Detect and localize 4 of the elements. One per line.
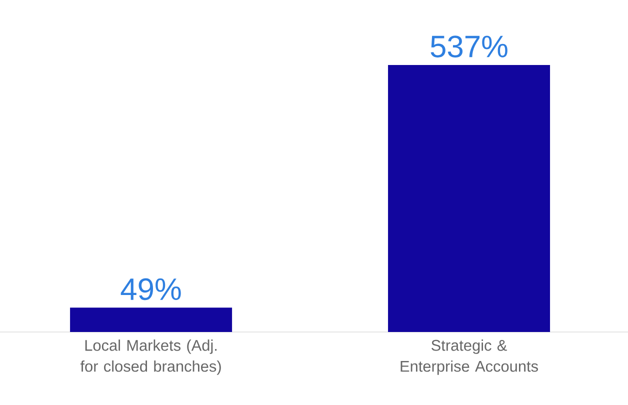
x-tick-label: Strategic & Enterprise Accounts — [400, 340, 538, 375]
data-label: 49% — [120, 278, 181, 300]
x-tick-label: Local Markets (Adj. for closed branches) — [80, 340, 221, 375]
data-label: 537% — [430, 36, 508, 58]
